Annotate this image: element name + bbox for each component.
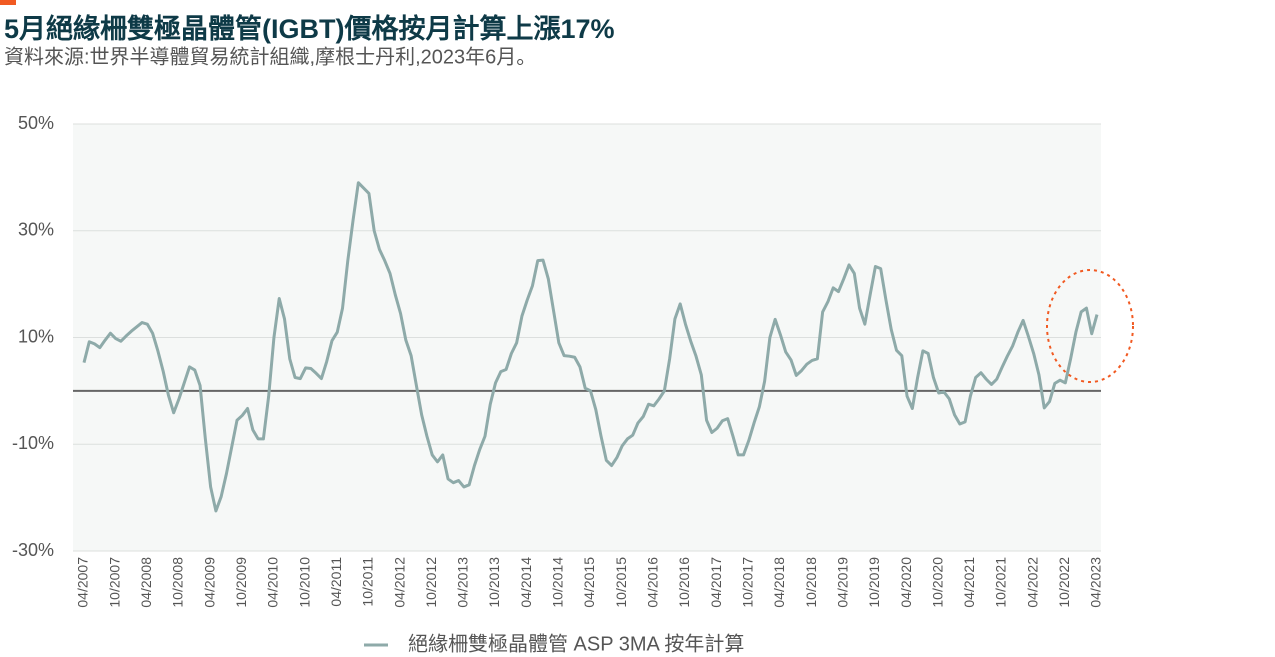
x-tick-label: 04/2014 <box>518 557 534 608</box>
x-tick-label: 10/2013 <box>486 557 502 608</box>
x-tick-label: 04/2019 <box>834 557 850 608</box>
x-tick-label: 10/2019 <box>866 557 882 608</box>
y-tick-label: 50% <box>18 113 54 133</box>
x-tick-label: 10/2020 <box>929 557 945 608</box>
x-tick-label: 10/2012 <box>423 557 439 608</box>
x-tick-label: 04/2022 <box>1024 557 1040 608</box>
x-tick-label: 10/2015 <box>613 557 629 608</box>
series-line <box>82 181 1099 513</box>
x-tick-label: 04/2017 <box>708 557 724 608</box>
legend-label: 絕緣柵雙極晶體管 ASP 3MA 按年計算 <box>408 632 744 655</box>
x-tick-label: 10/2017 <box>739 557 755 608</box>
x-tick-label: 04/2011 <box>328 557 344 607</box>
x-tick-label: 10/2010 <box>296 557 312 608</box>
x-tick-label: 04/2020 <box>898 557 914 608</box>
x-tick-label: 04/2021 <box>961 557 977 608</box>
x-tick-label: 10/2016 <box>676 557 692 608</box>
x-tick-label: 10/2009 <box>233 557 249 608</box>
highlight-circle <box>1046 269 1134 383</box>
y-tick-label: -30% <box>12 540 54 560</box>
x-tick-label: 04/2010 <box>265 557 281 608</box>
plot: -30% -10% 10% 30% 50% 04/2007 10/2007 04/2008 10… <box>12 113 1104 608</box>
x-tick-label: 10/2007 <box>106 557 122 608</box>
chart-title: 5月絕緣柵雙極晶體管(IGBT)價格按月計算上漲17% <box>4 13 615 44</box>
x-tick-label: 04/2015 <box>581 557 597 608</box>
chart-subtitle: 資料來源:世界半導體貿易統計組織,摩根士丹利,2023年6月。 <box>4 45 536 68</box>
x-tick-label: 10/2014 <box>550 557 566 608</box>
x-tick-label: 04/2013 <box>455 557 471 608</box>
x-tick-label: 10/2008 <box>170 557 186 608</box>
x-tick-label: 04/2009 <box>201 557 217 608</box>
x-tick-label: 10/2011 <box>360 557 376 607</box>
x-tick-label: 04/2023 <box>1088 557 1104 608</box>
x-tick-label: 10/2022 <box>1056 557 1072 608</box>
y-tick-label: 30% <box>18 220 54 240</box>
x-tick-label: 04/2007 <box>75 557 91 608</box>
x-tick-label: 04/2016 <box>645 557 661 608</box>
x-tick-label: 04/2012 <box>391 557 407 608</box>
y-tick-label: 10% <box>18 326 54 346</box>
x-tick-label: 10/2021 <box>993 557 1009 608</box>
x-tick-label: 04/2018 <box>771 557 787 608</box>
y-tick-label: -10% <box>12 433 54 453</box>
accent-bar <box>0 0 16 5</box>
x-tick-label: 04/2008 <box>138 557 154 608</box>
x-tick-label: 10/2018 <box>803 557 819 608</box>
